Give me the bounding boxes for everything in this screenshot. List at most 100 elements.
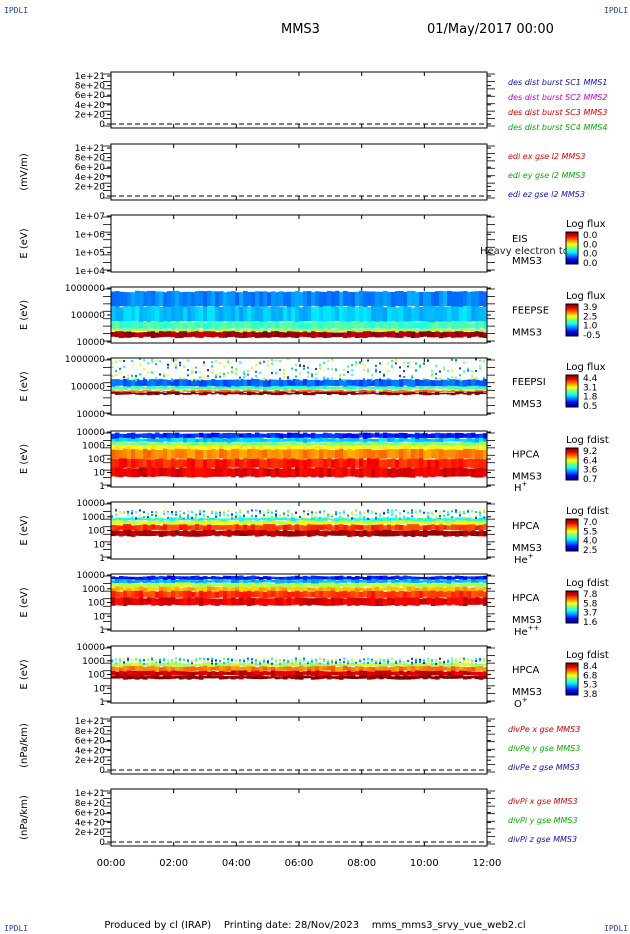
heatmap-speckle xyxy=(131,658,133,661)
heatmap-cell xyxy=(203,322,208,330)
heatmap-speckle xyxy=(183,512,185,515)
heatmap-cell xyxy=(159,322,164,330)
heatmap-cell xyxy=(199,576,204,580)
heatmap-cell xyxy=(223,445,228,449)
heatmap-cell xyxy=(295,524,300,532)
heatmap-cell xyxy=(451,662,456,667)
heatmap-cell xyxy=(463,667,468,672)
heatmap-speckle xyxy=(219,510,221,512)
heatmap-cell xyxy=(315,332,320,338)
heatmap-speckle xyxy=(279,368,281,371)
heatmap-cell xyxy=(463,459,468,468)
heatmap-cell xyxy=(247,379,252,387)
heatmap-cell xyxy=(283,590,288,598)
heatmap-cell xyxy=(223,449,228,460)
heatmap-cell xyxy=(259,307,264,322)
heatmap-cell xyxy=(463,306,468,322)
heatmap-cell xyxy=(191,530,196,537)
heatmap-cell xyxy=(371,459,376,469)
heatmap-cell xyxy=(471,389,476,391)
heatmap-speckle xyxy=(435,660,437,663)
heatmap-cell xyxy=(323,292,328,307)
heatmap-cell xyxy=(347,468,352,477)
heatmap-speckle xyxy=(287,659,289,662)
heatmap-speckle xyxy=(147,362,149,365)
heatmap-cell xyxy=(239,575,244,580)
heatmap-cell xyxy=(359,442,364,446)
heatmap-cell xyxy=(371,379,376,386)
heatmap-cell xyxy=(151,662,156,667)
heatmap-cell xyxy=(299,329,304,332)
heatmap-speckle xyxy=(467,369,469,372)
heatmap-speckle xyxy=(351,662,353,665)
heatmap-cell xyxy=(227,518,232,521)
heatmap-cell xyxy=(203,438,208,443)
heatmap-speckle xyxy=(267,509,269,512)
heatmap-cell xyxy=(191,583,196,588)
heatmap-cell xyxy=(147,579,152,583)
colorbar-segment xyxy=(566,255,578,257)
heatmap-cell xyxy=(155,438,160,443)
heatmap-cell xyxy=(235,379,240,388)
heatmap-speckle xyxy=(347,662,349,665)
heatmap-cell xyxy=(295,449,300,460)
heatmap-speckle xyxy=(127,514,129,517)
heatmap-cell xyxy=(335,458,340,469)
heatmap-cell xyxy=(267,442,272,446)
heatmap-cell xyxy=(403,663,408,667)
heatmap-speckle xyxy=(195,513,197,516)
heatmap-cell xyxy=(263,576,268,580)
heatmap-cell xyxy=(315,579,320,584)
heatmap-cell xyxy=(231,379,236,387)
instrument-label: FEEPSI xyxy=(512,377,546,388)
heatmap-cell xyxy=(199,432,204,438)
heatmap-cell xyxy=(427,445,432,450)
heatmap-cell xyxy=(427,590,432,598)
heatmap-cell xyxy=(463,530,468,537)
heatmap-cell xyxy=(383,587,388,591)
heatmap-cell xyxy=(479,389,484,391)
heatmap-cell xyxy=(155,587,160,591)
heatmap-speckle xyxy=(167,512,169,514)
heatmap-speckle xyxy=(423,659,425,662)
heatmap-cell xyxy=(471,524,476,531)
heatmap-cell xyxy=(363,442,368,445)
colorbar-segment xyxy=(566,318,578,320)
heatmap-cell xyxy=(171,437,176,443)
heatmap-cell xyxy=(355,449,360,460)
heatmap-speckle xyxy=(219,511,221,514)
heatmap-cell xyxy=(223,392,228,396)
heatmap-speckle xyxy=(363,369,365,372)
heatmap-cell xyxy=(439,390,444,393)
heatmap-cell xyxy=(163,306,168,322)
heatmap-speckle xyxy=(175,658,177,661)
heatmap-cell xyxy=(139,586,144,592)
heatmap-cell xyxy=(403,675,408,680)
heatmap-cell xyxy=(367,467,372,478)
heatmap-cell xyxy=(159,450,164,460)
heatmap-cell xyxy=(207,380,212,386)
heatmap-cell xyxy=(455,321,460,329)
heatmap-speckle xyxy=(459,374,461,377)
heatmap-cell xyxy=(247,385,252,390)
heatmap-speckle xyxy=(355,661,357,664)
heatmap-cell xyxy=(195,671,200,675)
header-spacecraft: MMS3 xyxy=(281,22,320,37)
heatmap-speckle xyxy=(347,371,349,374)
heatmap-cell xyxy=(435,467,440,477)
heatmap-cell xyxy=(287,586,292,591)
colorbar-segment xyxy=(566,526,578,528)
legend-entry: divPe x gse MMS3 xyxy=(508,725,580,734)
heatmap-cell xyxy=(371,306,376,322)
heatmap-speckle xyxy=(143,516,145,518)
heatmap-cell xyxy=(423,675,428,680)
colorbar-segment xyxy=(566,261,578,263)
heatmap-cell xyxy=(263,390,268,392)
heatmap-cell xyxy=(407,665,412,671)
instrument-label: HPCA xyxy=(512,665,540,676)
heatmap-cell xyxy=(427,322,432,329)
heatmap-cell xyxy=(439,530,444,536)
heatmap-cell xyxy=(403,322,408,329)
